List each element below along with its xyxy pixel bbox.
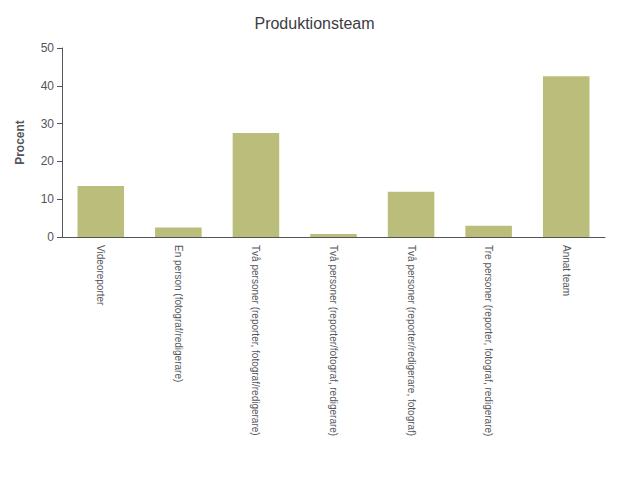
svg-text:20: 20 (41, 154, 55, 168)
svg-text:30: 30 (41, 117, 55, 131)
svg-text:10: 10 (41, 192, 55, 206)
svg-text:Procent: Procent (13, 120, 27, 165)
svg-text:Två personer (reporter/rediger: Två personer (reporter/redigerare, fotog… (406, 245, 417, 436)
svg-text:Tre personer (reporter, fotogr: Tre personer (reporter, fotograf, redige… (483, 245, 494, 436)
svg-text:En person (fotograf/redigerare: En person (fotograf/redigerare) (173, 245, 184, 382)
svg-text:Annat team: Annat team (561, 245, 572, 296)
svg-text:Videoreporter: Videoreporter (95, 245, 106, 306)
svg-text:0: 0 (47, 230, 54, 244)
svg-text:50: 50 (41, 41, 55, 55)
svg-text:Två personer (reporter/fotogra: Två personer (reporter/fotograf, rediger… (328, 245, 339, 436)
svg-text:40: 40 (41, 79, 55, 93)
svg-text:Produktionsteam: Produktionsteam (254, 15, 374, 32)
svg-text:Två personer (reporter, fotogr: Två personer (reporter, fotograf/rediger… (250, 245, 261, 436)
